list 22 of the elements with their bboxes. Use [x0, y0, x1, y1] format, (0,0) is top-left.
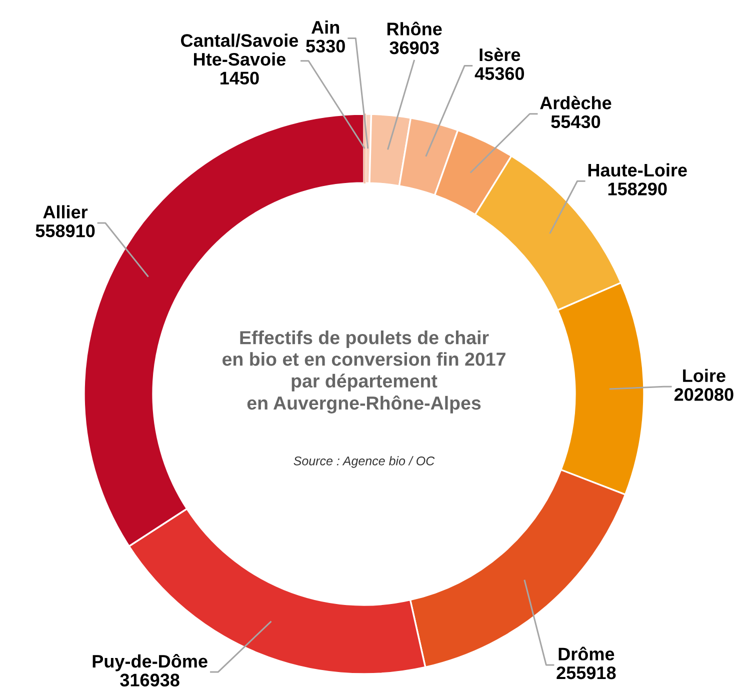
source-note: Source : Agence bio / OC — [294, 456, 435, 468]
slice-label: Haute-Loire — [588, 163, 687, 177]
data-label: 202080 — [674, 388, 734, 401]
slice-label: Allier — [43, 205, 88, 218]
data-label: 316938 — [120, 674, 180, 686]
data-label: 255918 — [556, 666, 616, 680]
data-label: 558910 — [36, 224, 95, 238]
text: Effectifs de poulets de chair en bio et en conversion fin 2017 par département en Auvergne-Rhône-Alpes — [222, 330, 506, 414]
slice-label: Cantal/Savoie Hte-Savoie — [181, 34, 298, 66]
data-label: 45360 — [474, 67, 524, 80]
data-label: 1450 — [220, 72, 259, 85]
slice-label: Puy-de-Dôme — [92, 654, 208, 672]
data-label: 36903 — [390, 41, 439, 54]
slice-label: Drôme — [558, 646, 614, 660]
data-label: 158290 — [608, 182, 667, 196]
slice-label: Loire — [683, 368, 726, 382]
slice-label: Ardèche — [540, 96, 612, 110]
data-label: 5330 — [306, 40, 345, 53]
slice-label: Isère — [480, 48, 520, 62]
slice-label: Rhône — [387, 22, 442, 36]
data-label: 55430 — [551, 115, 600, 128]
slice-label: Ain — [312, 20, 340, 34]
